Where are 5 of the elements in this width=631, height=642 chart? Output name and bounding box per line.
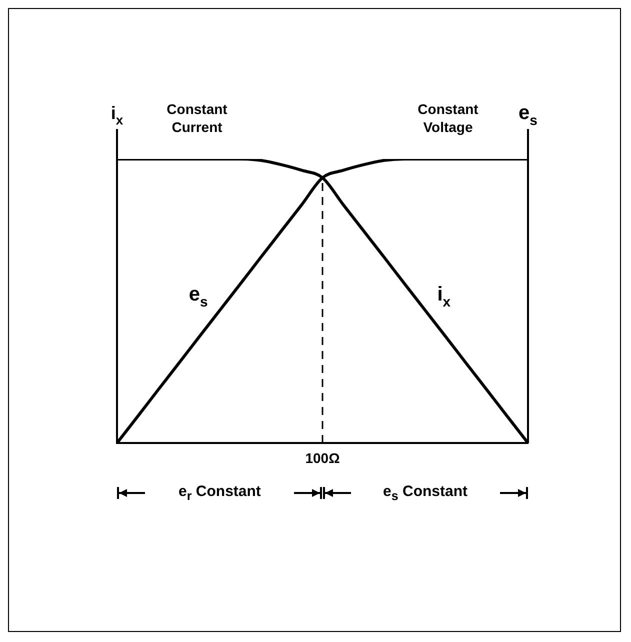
text: e$_{r}$ Constant: [178, 483, 261, 503]
text: Constant Current: [166, 101, 228, 135]
text: Constant Voltage: [418, 101, 479, 135]
text: e$_{s}$ Constant: [383, 483, 468, 503]
text: 100Ω: [305, 450, 340, 466]
